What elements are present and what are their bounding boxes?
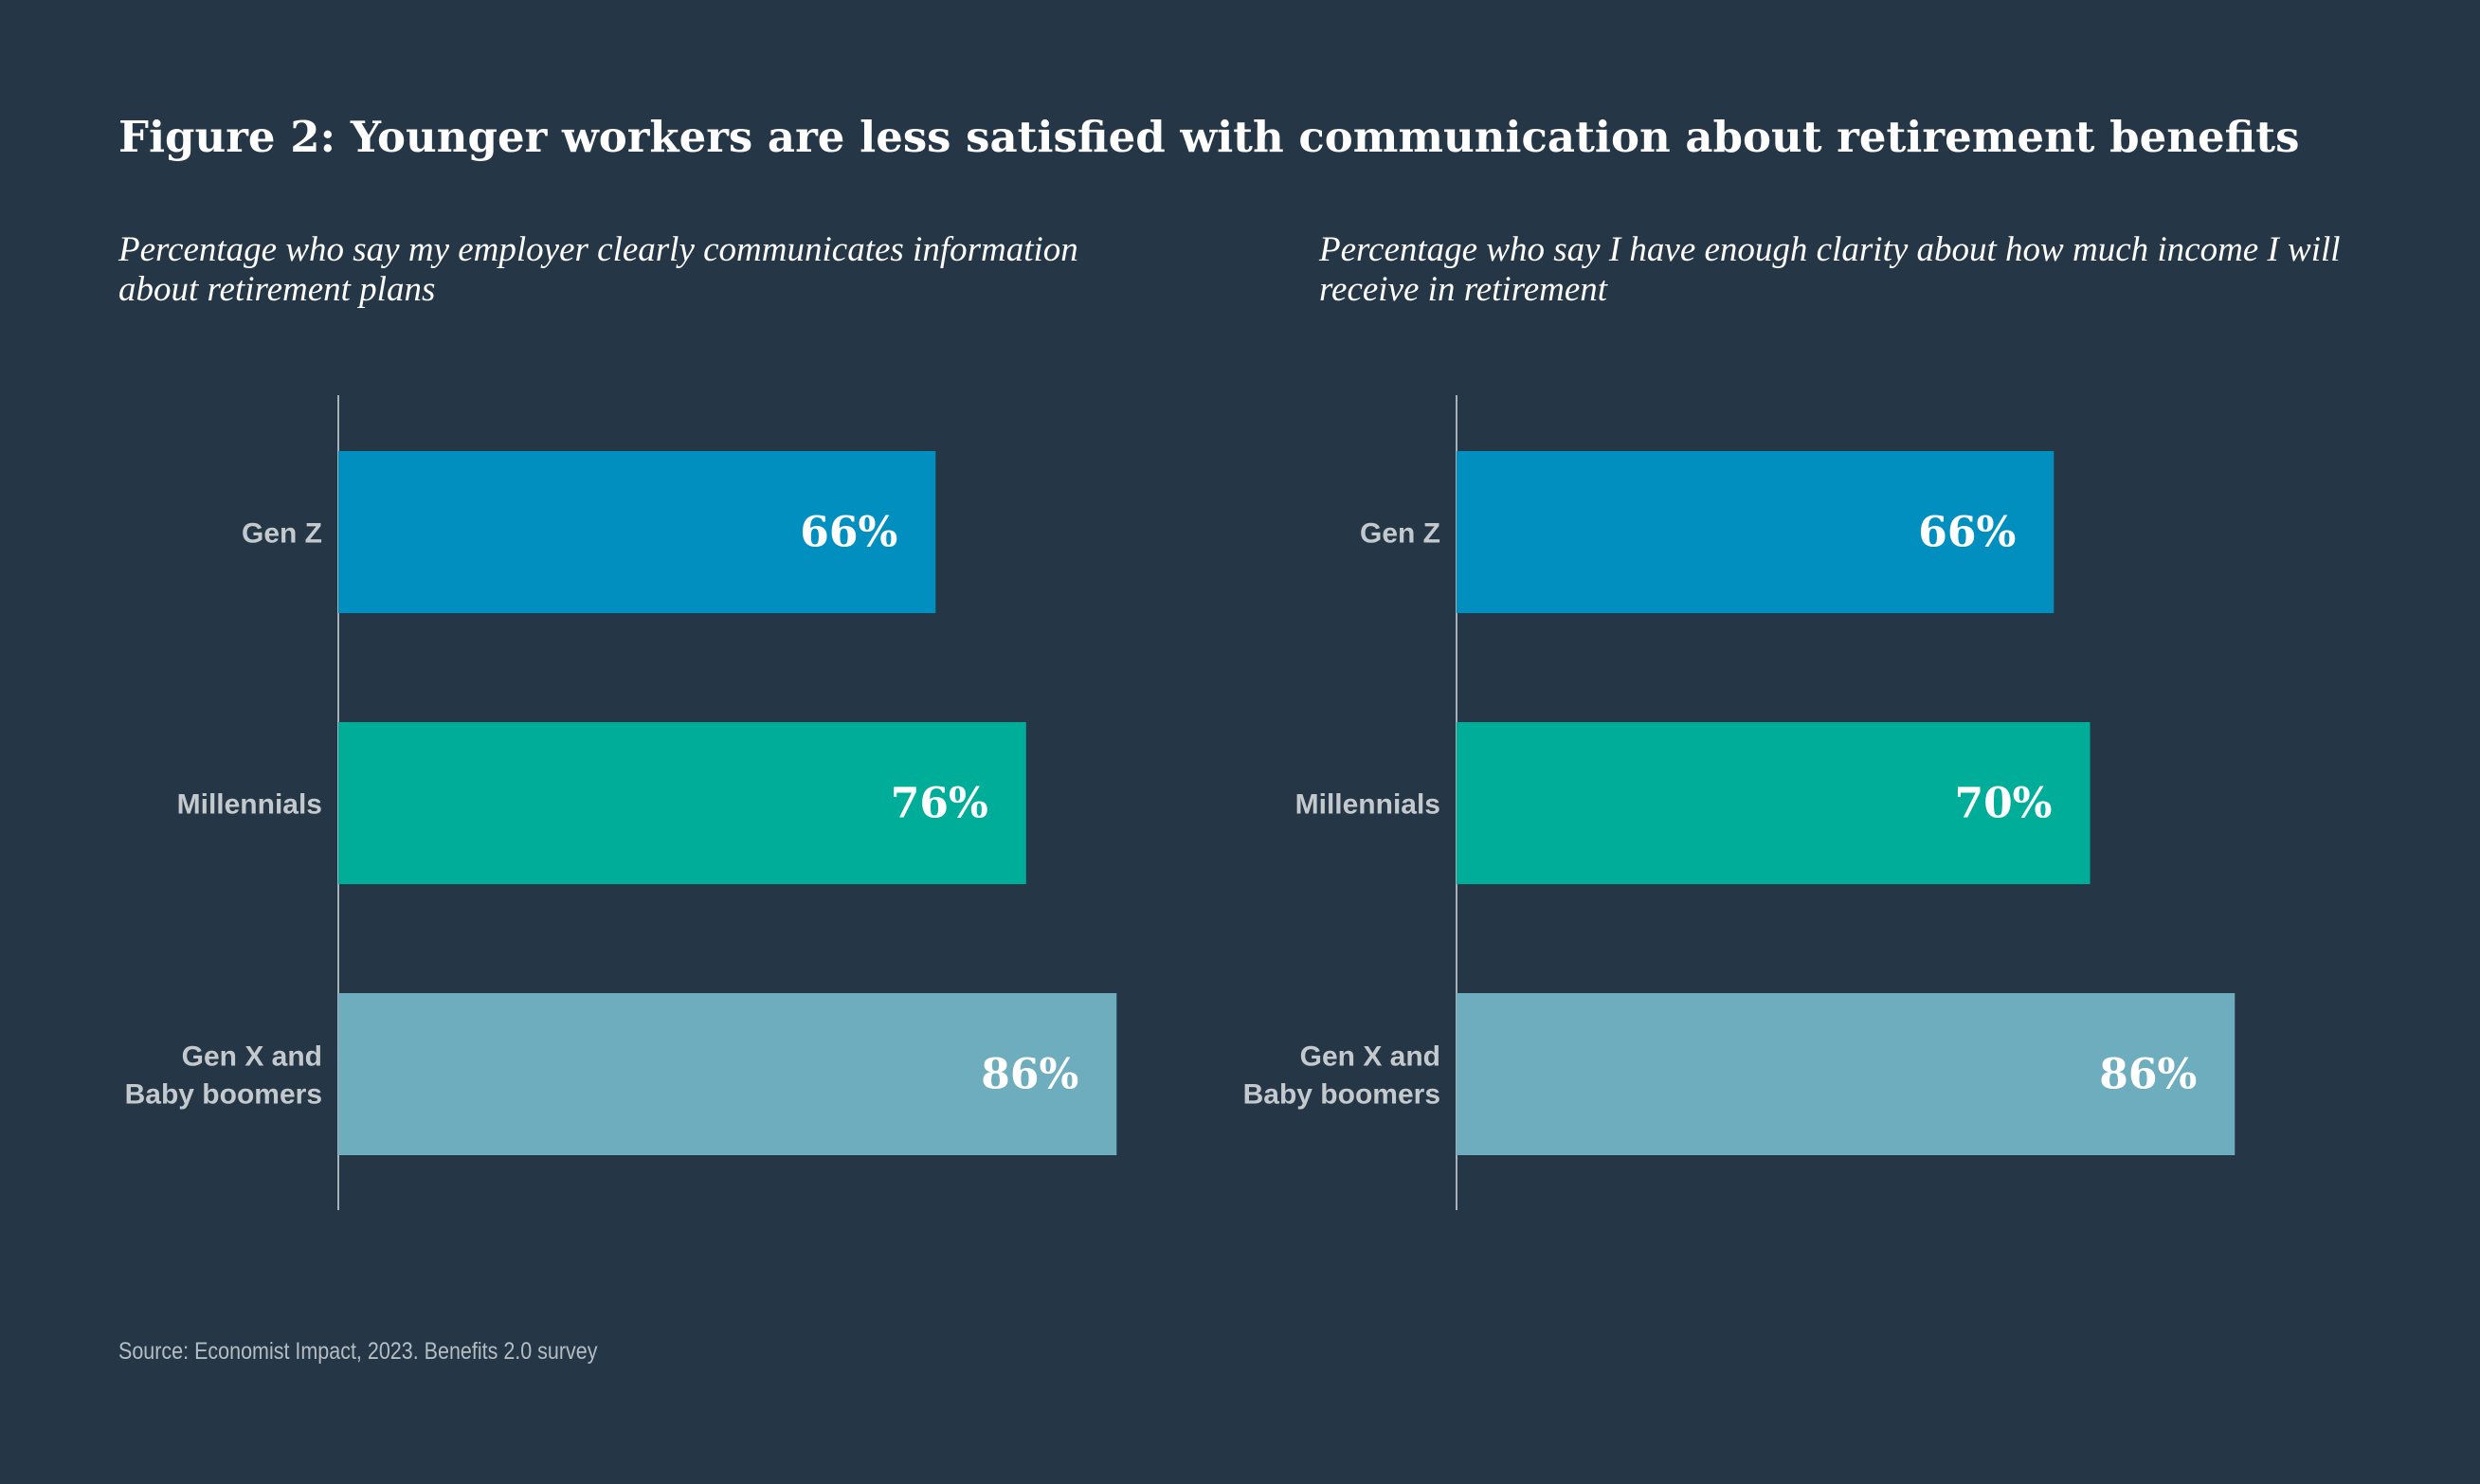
chart-1-category-label-3-line-2: Baby boomers [125, 1079, 322, 1111]
chart-1-category-label-2: Millennials [177, 789, 322, 821]
chart-1-bar-2 [338, 722, 1026, 884]
chart-1-category-label-2-line-1: Millennials [177, 789, 322, 821]
chart-2-plot: 66% Gen Z 70% Millennials 86% Gen X and Baby b… [1243, 395, 2236, 1210]
source-note: Source: Economist Impact, 2023. Benefits… [118, 1338, 598, 1365]
chart-2-value-label-2: 70% [1954, 780, 2052, 828]
chart-2-category-label-3-line-2: Baby boomers [1243, 1079, 1440, 1111]
chart-1-bar-3 [338, 993, 1117, 1155]
chart-2-value-label-3: 86% [2099, 1051, 2197, 1099]
chart-2: 66% Gen Z 70% Millennials 86% Gen X and Baby b… [1118, 393, 2255, 1213]
chart-1-value-label-3: 86% [981, 1051, 1078, 1099]
chart-2-bar-2 [1457, 722, 2091, 884]
chart-2-category-label-2: Millennials [1295, 789, 1440, 821]
chart-1-category-label-1: Gen Z [242, 518, 322, 550]
chart-2-subtitle: Percentage who say I have enough clarity… [1319, 230, 2341, 309]
chart-1-subtitle: Percentage who say my employer clearly c… [118, 230, 1078, 309]
chart-2-category-label-2-line-1: Millennials [1295, 789, 1440, 821]
chart-1-value-label-1: 66% [800, 509, 897, 557]
chart-1-plot: 66% Gen Z 76% Millennials 86% Gen X and Baby b… [125, 395, 1117, 1210]
figure-title: Figure 2: Younger workers are less satis… [118, 112, 2300, 162]
chart-2-category-label-3-line-1: Gen X and [1300, 1041, 1440, 1073]
chart-1-category-label-3: Gen X and Baby boomers [125, 1041, 322, 1111]
chart-1-value-label-2: 76% [891, 780, 988, 828]
chart-1-category-label-1-line-1: Gen Z [242, 518, 322, 550]
chart-2-bar-1 [1457, 451, 2055, 613]
chart-2-bar-3 [1457, 993, 2236, 1155]
chart-2-category-label-1-line-1: Gen Z [1360, 518, 1440, 550]
chart-1: 66% Gen Z 76% Millennials 86% Gen X and Baby b… [0, 393, 1137, 1213]
chart-2-category-label-1: Gen Z [1360, 518, 1440, 550]
chart-2-value-label-1: 66% [1918, 509, 2016, 557]
chart-2-category-label-3: Gen X and Baby boomers [1243, 1041, 1440, 1111]
chart-1-category-label-3-line-1: Gen X and [182, 1041, 322, 1073]
chart-1-bar-1 [338, 451, 936, 613]
